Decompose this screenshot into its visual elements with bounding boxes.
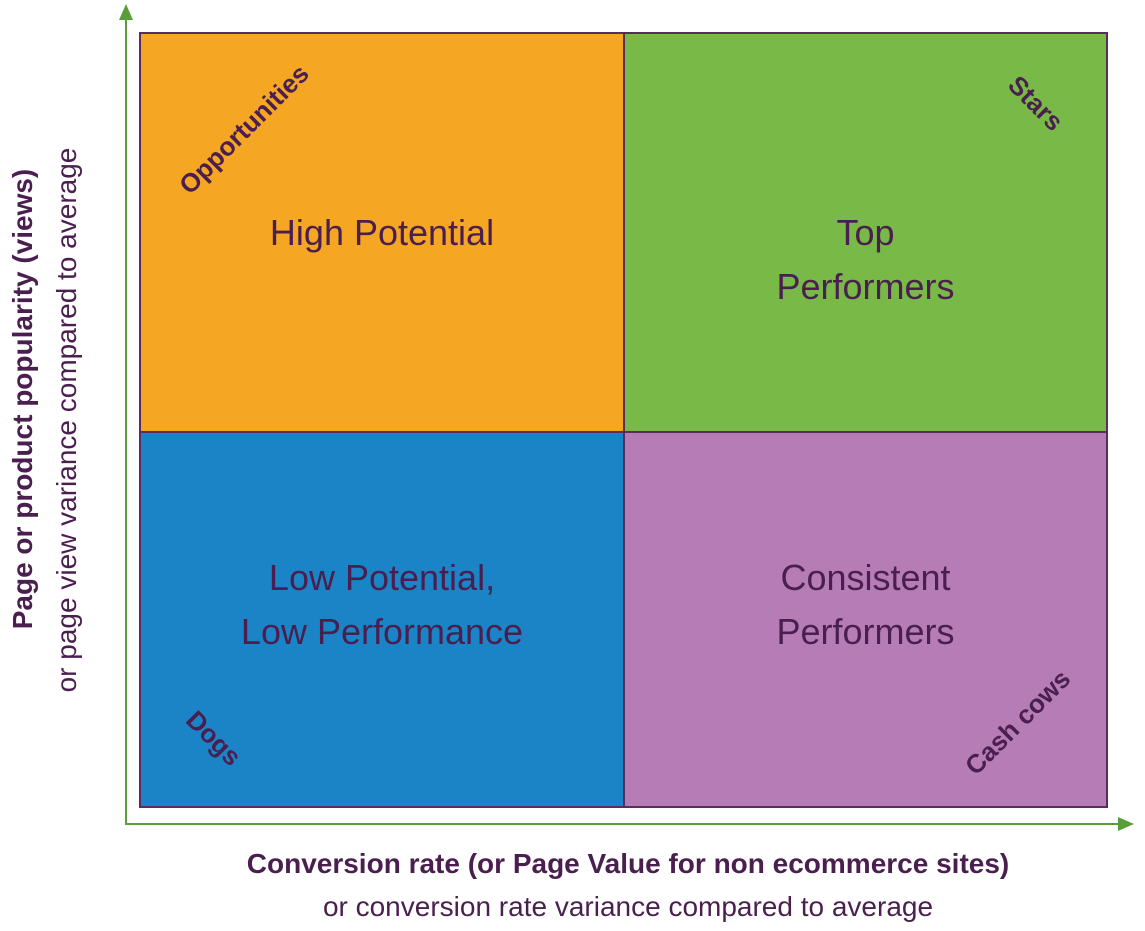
- quadrant-label-line2: Performers: [776, 266, 955, 307]
- quadrant-label-line2: Performers: [776, 611, 955, 652]
- y-axis-subtitle: or page view variance compared to averag…: [51, 147, 82, 693]
- quadrant-tag-opportunities: Opportunities: [172, 58, 315, 201]
- x-axis-title: Conversion rate (or Page Value for non e…: [246, 848, 1010, 879]
- quadrant-label: High Potential: [269, 212, 495, 253]
- quadrant-tag-dogs: Dogs: [180, 704, 248, 772]
- y-axis-title: Page or product popularity (views): [7, 168, 38, 630]
- quadrant-tag-cash-cows: Cash cows: [958, 663, 1077, 781]
- quadrant-label-line1: Consistent: [780, 557, 951, 598]
- x-axis-arrow-icon: [1118, 817, 1134, 831]
- quadrant-tag-stars: Stars: [1002, 69, 1070, 137]
- quadrant-consistent-performers: Consistent Performers Cash cows: [623, 431, 1108, 808]
- quadrant-high-potential: High Potential Opportunities: [139, 32, 625, 433]
- quadrant-label-line1: Top: [836, 212, 895, 253]
- quadrant-top-performers: Top Performers Stars: [623, 32, 1108, 433]
- quadrant-label-line2: Low Performance: [240, 611, 524, 652]
- quadrant-low-potential: Low Potential, Low Performance Dogs: [139, 431, 625, 808]
- y-axis-arrow-icon: [119, 4, 133, 20]
- quadrant-label-line1: Low Potential,: [268, 557, 496, 598]
- x-axis-subtitle: or conversion rate variance compared to …: [322, 891, 934, 922]
